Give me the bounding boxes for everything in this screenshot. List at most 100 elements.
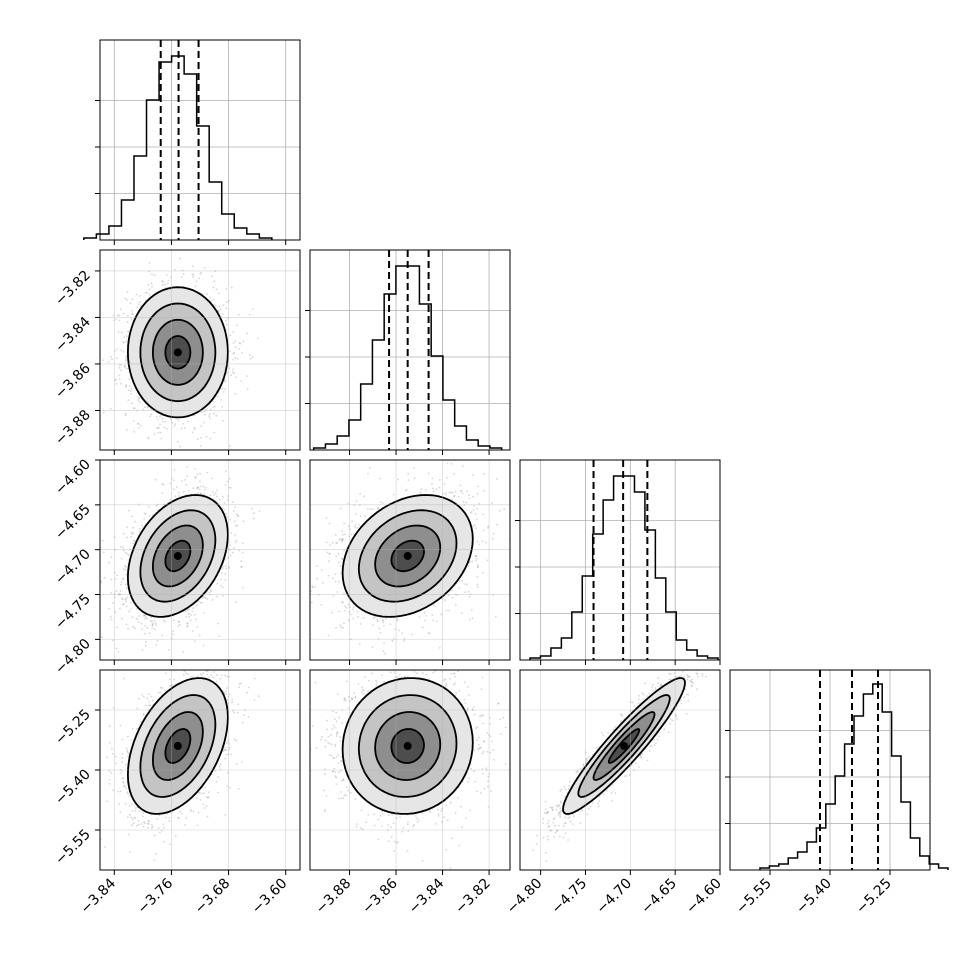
sample-point <box>192 275 195 278</box>
sample-point <box>246 332 249 335</box>
sample-point <box>303 573 305 575</box>
sample-point <box>234 534 236 536</box>
sample-point <box>202 644 205 647</box>
sample-point <box>232 342 235 344</box>
sample-point <box>117 592 120 595</box>
sample-point <box>186 622 189 625</box>
sample-point <box>411 633 414 636</box>
sample-point <box>124 583 127 586</box>
sample-point <box>218 635 221 637</box>
sample-point <box>225 567 228 570</box>
sample-point <box>198 277 201 280</box>
sample-point <box>121 603 124 606</box>
sample-point <box>173 425 176 427</box>
sample-point <box>109 407 112 410</box>
sample-point <box>218 305 221 308</box>
sample-point <box>212 400 214 403</box>
sample-point <box>125 623 128 626</box>
sample-point <box>120 369 122 372</box>
sample-point <box>209 494 212 497</box>
sample-point <box>209 417 211 420</box>
sample-point <box>131 402 133 405</box>
sample-point <box>127 314 129 317</box>
sample-point <box>97 576 99 578</box>
sample-point <box>124 412 127 415</box>
sample-point <box>116 574 118 576</box>
sample-point <box>171 633 174 635</box>
sample-point <box>188 489 190 492</box>
sample-point <box>193 613 196 616</box>
sample-point <box>115 383 118 385</box>
sample-point <box>144 291 147 294</box>
sample-point <box>413 477 416 480</box>
panel-background <box>520 460 720 660</box>
sample-point <box>123 549 125 552</box>
sample-point <box>123 336 126 339</box>
sample-point <box>191 431 194 434</box>
sample-point <box>232 510 235 512</box>
sample-point <box>182 650 184 653</box>
sample-point <box>117 650 120 653</box>
sample-point <box>472 525 474 527</box>
sample-point <box>439 479 441 481</box>
sample-point <box>102 411 105 414</box>
sample-point <box>192 487 195 490</box>
sample-point <box>167 649 170 651</box>
sample-point <box>478 503 481 505</box>
sample-point <box>194 285 197 288</box>
sample-point <box>197 486 200 489</box>
sample-point <box>222 565 224 568</box>
sample-point <box>144 614 147 617</box>
sample-point <box>187 420 189 423</box>
sample-point <box>222 391 225 393</box>
sample-point <box>209 589 212 591</box>
panel-frame <box>519 459 721 661</box>
sample-point <box>252 517 255 520</box>
sample-point <box>174 423 177 426</box>
sample-point <box>119 607 121 610</box>
sample-point <box>118 364 121 366</box>
sample-point <box>462 500 465 503</box>
sample-point <box>212 406 215 409</box>
sample-point <box>126 428 128 431</box>
sample-point <box>121 597 123 600</box>
sample-point <box>229 334 232 337</box>
sample-point <box>121 331 123 334</box>
sample-point <box>161 483 164 485</box>
sample-point <box>234 346 237 349</box>
sample-point <box>137 621 140 623</box>
sample-point <box>160 437 163 440</box>
sample-point <box>171 421 174 424</box>
sample-point <box>250 507 253 510</box>
sample-point <box>225 307 228 310</box>
sample-point <box>115 647 118 650</box>
sample-point <box>133 407 135 409</box>
sample-point <box>223 509 226 511</box>
sample-point <box>198 600 200 603</box>
sample-point <box>144 625 147 627</box>
sample-point <box>209 437 212 440</box>
sample-point <box>481 540 484 542</box>
sample-point <box>126 526 128 529</box>
sample-point <box>431 487 434 490</box>
sample-point <box>120 364 123 366</box>
sample-point <box>221 567 224 570</box>
sample-point <box>102 551 105 553</box>
sample-point <box>229 350 232 353</box>
sample-point <box>133 407 136 410</box>
sample-point <box>372 624 374 626</box>
sample-point <box>199 493 202 495</box>
sample-point <box>126 552 128 555</box>
sample-point <box>151 624 154 626</box>
sample-point <box>164 283 166 286</box>
sample-point <box>114 577 117 580</box>
sample-point <box>202 485 205 488</box>
sample-point <box>156 418 159 421</box>
sample-point <box>202 612 205 614</box>
sample-point <box>240 380 243 382</box>
sample-point <box>471 617 474 620</box>
sample-point <box>342 538 344 541</box>
sample-point <box>125 358 127 361</box>
sample-point <box>102 359 104 362</box>
sample-point <box>234 506 237 508</box>
